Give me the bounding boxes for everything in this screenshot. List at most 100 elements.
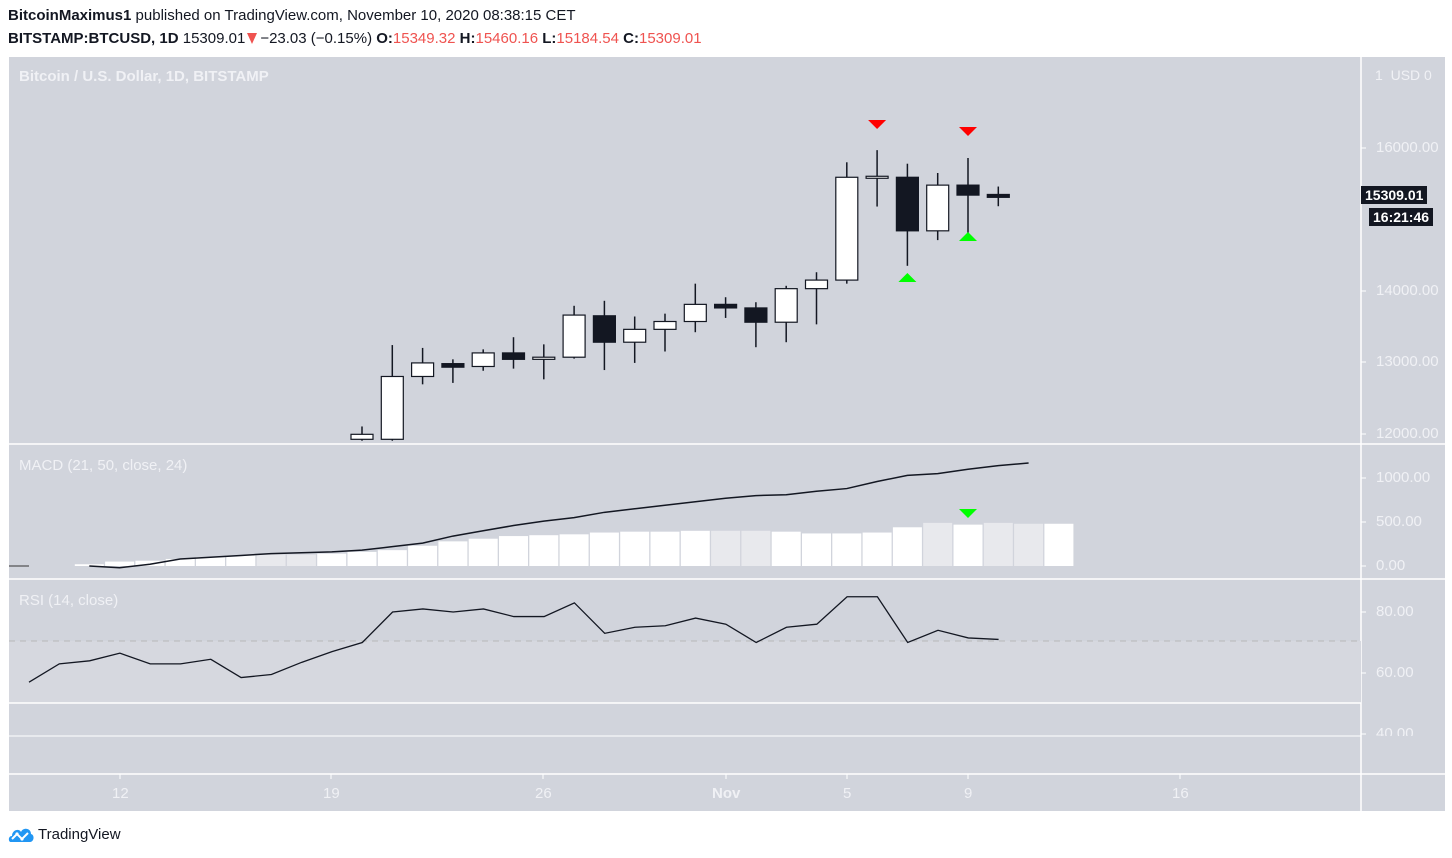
down-arrow-icon — [247, 33, 258, 44]
bullish-signal-icon — [959, 232, 977, 241]
macd-histogram-bar — [983, 522, 1013, 566]
bearish-signal-icon — [959, 127, 977, 136]
candle-down — [501, 352, 526, 360]
candle-up — [774, 288, 798, 323]
time-axis-label: 16 — [1172, 785, 1189, 802]
macd-histogram-bar — [529, 535, 559, 566]
high-label: H: — [459, 30, 476, 47]
rsi-axis-label: 40.00 — [1376, 725, 1414, 736]
macd-histogram-bar — [438, 541, 468, 566]
close-label: C: — [623, 30, 639, 47]
macd-histogram-bar — [741, 530, 771, 566]
macd-histogram-bar — [196, 557, 225, 566]
candle-up — [380, 375, 404, 440]
macd-histogram-bar — [650, 531, 680, 566]
candle-up — [804, 279, 829, 290]
price-axis-label: 16000.00 — [1376, 139, 1439, 156]
macd-histogram-bar — [256, 554, 286, 566]
price-change: −23.03 (−0.15%) — [260, 30, 373, 47]
macd-histogram-bar — [135, 560, 165, 566]
last-price-tag: 15309.01 — [1361, 186, 1428, 204]
candle-up — [471, 352, 495, 368]
macd-histogram-bar — [559, 534, 589, 566]
candle-up — [350, 433, 374, 440]
author-name[interactable]: BitcoinMaximus1 — [8, 7, 132, 24]
candle-down — [744, 307, 768, 323]
price-axis-label: 14000.00 — [1376, 282, 1439, 299]
macd-histogram-bar — [892, 527, 922, 566]
macd-histogram-bar — [953, 524, 983, 566]
macd-histogram-bar — [711, 530, 741, 566]
macd-axis-label: 1000.00 — [1376, 469, 1431, 486]
open-label: O: — [376, 30, 393, 47]
chart-canvas[interactable] — [9, 57, 1445, 811]
macd-histogram-bar — [468, 538, 498, 566]
price-axis-label: 13000.00 — [1376, 353, 1439, 370]
macd-pane-title: MACD (21, 50, close, 24) — [19, 457, 188, 474]
candle-down — [986, 193, 1010, 198]
macd-histogram-bar — [408, 545, 438, 566]
candle-down — [592, 315, 617, 343]
price-axis-currency[interactable]: 1 USD 0 — [1375, 67, 1432, 83]
last-price: 15309.01 — [182, 30, 246, 47]
bearish-signal-icon — [868, 120, 887, 129]
candle-down — [895, 176, 920, 232]
rsi-pane-title: RSI (14, close) — [19, 592, 119, 609]
macd-histogram-bar — [317, 553, 347, 566]
macd-line — [89, 462, 1029, 569]
macd-histogram-bar — [165, 558, 195, 566]
macd-axis-label: 500.00 — [1376, 513, 1422, 530]
time-axis-label: 9 — [964, 785, 973, 802]
candle-down — [956, 184, 980, 196]
high-value: 15460.16 — [475, 30, 539, 47]
macd-histogram-bar — [226, 555, 256, 566]
macd-histogram-bar — [1014, 523, 1044, 566]
publish-text: published on TradingView.com, November 1… — [131, 7, 576, 24]
macd-histogram-bar — [347, 551, 377, 566]
rsi-axis-label: 80.00 — [1376, 603, 1414, 620]
candle-up — [835, 176, 859, 281]
macd-histogram-bar — [589, 532, 619, 566]
main-pane-title: Bitcoin / U.S. Dollar, 1D, BITSTAMP — [19, 68, 269, 85]
candle-up — [865, 175, 889, 179]
chart-container[interactable]: Bitcoin / U.S. Dollar, 1D, BITSTAMP MACD… — [9, 57, 1445, 811]
price-axis-label: 12000.00 — [1376, 425, 1439, 442]
macd-axis-label: 0.00 — [1376, 557, 1406, 574]
symbol-label: BITSTAMP:BTCUSD, 1D — [8, 30, 179, 47]
time-axis-label: 19 — [323, 785, 340, 802]
candle-up — [926, 184, 950, 232]
countdown-tag: 16:21:46 — [1369, 208, 1434, 226]
rsi-line — [28, 596, 999, 683]
symbol-ohlc-bar: BITSTAMP:BTCUSD, 1D 15309.01 −23.03 (−0.1… — [8, 30, 702, 47]
macd-histogram-bar — [832, 533, 862, 566]
macd-histogram-bar — [680, 530, 710, 566]
macd-histogram-bar — [377, 550, 407, 566]
candle-up — [683, 303, 707, 323]
macd-signal-icon — [959, 509, 977, 518]
low-label: L: — [542, 30, 557, 47]
macd-histogram-bar — [620, 531, 650, 566]
candle-up — [411, 362, 435, 378]
close-value: 15309.01 — [638, 30, 702, 47]
candle-down — [713, 303, 738, 309]
candle-up — [653, 320, 677, 330]
tradingview-cloud-icon — [8, 828, 34, 842]
macd-histogram-bar — [862, 532, 892, 566]
time-axis-label: Nov — [712, 785, 741, 802]
macd-histogram-bar — [802, 533, 831, 566]
candle-up — [623, 328, 647, 343]
time-axis-label: 12 — [112, 785, 129, 802]
rsi-band — [9, 641, 1361, 703]
macd-histogram-bar — [1044, 523, 1074, 566]
rsi-axis-label: 60.00 — [1376, 664, 1414, 681]
macd-histogram-bar — [74, 564, 104, 566]
candle-up — [532, 356, 556, 360]
brand-name: TradingView — [38, 825, 121, 843]
bullish-signal-icon — [898, 273, 917, 282]
tradingview-logo[interactable]: TradingView — [8, 825, 121, 843]
macd-histogram-bar — [923, 522, 953, 566]
candle-up — [562, 314, 586, 358]
time-axis-label: 5 — [843, 785, 852, 802]
publish-info: BitcoinMaximus1 published on TradingView… — [8, 7, 576, 24]
candle-down — [441, 363, 465, 368]
